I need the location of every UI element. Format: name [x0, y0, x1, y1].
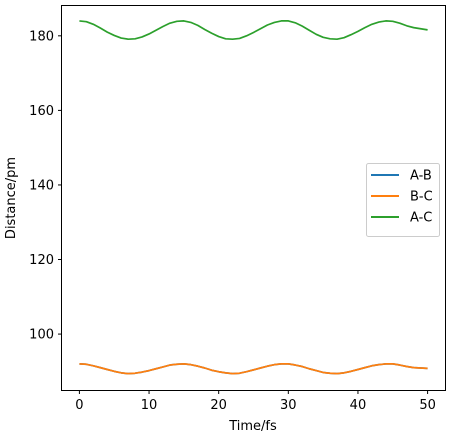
y-axis-label: Distance/pm — [4, 157, 19, 239]
x-tick-label: 20 — [210, 398, 227, 413]
legend-label-a-b: A-B — [410, 169, 432, 184]
x-tick-label: 30 — [280, 398, 297, 413]
plot-frame — [61, 5, 446, 391]
series-line-a-c — [79, 20, 428, 41]
y-axis: 100 120 140 160 180 — [29, 29, 62, 343]
y-tick-label: 120 — [29, 253, 54, 268]
x-tick-label: 50 — [419, 398, 436, 413]
y-tick-label: 140 — [29, 178, 54, 193]
x-tick-label: 0 — [75, 398, 83, 413]
series-line-b-c — [79, 363, 428, 375]
y-tick-label: 100 — [29, 328, 54, 343]
legend: A-B B-C A-C — [366, 163, 440, 237]
x-tick-label: 40 — [350, 398, 367, 413]
x-tick-label: 10 — [141, 398, 158, 413]
legend-label-b-c: B-C — [410, 190, 433, 205]
x-axis: 0 10 20 30 40 50 — [75, 390, 436, 413]
series-layer — [79, 20, 428, 375]
y-tick-label: 160 — [29, 104, 54, 119]
x-axis-label: Time/fs — [228, 419, 277, 434]
y-tick-label: 180 — [29, 29, 54, 44]
legend-box — [366, 163, 440, 237]
legend-label-a-c: A-C — [410, 211, 432, 226]
